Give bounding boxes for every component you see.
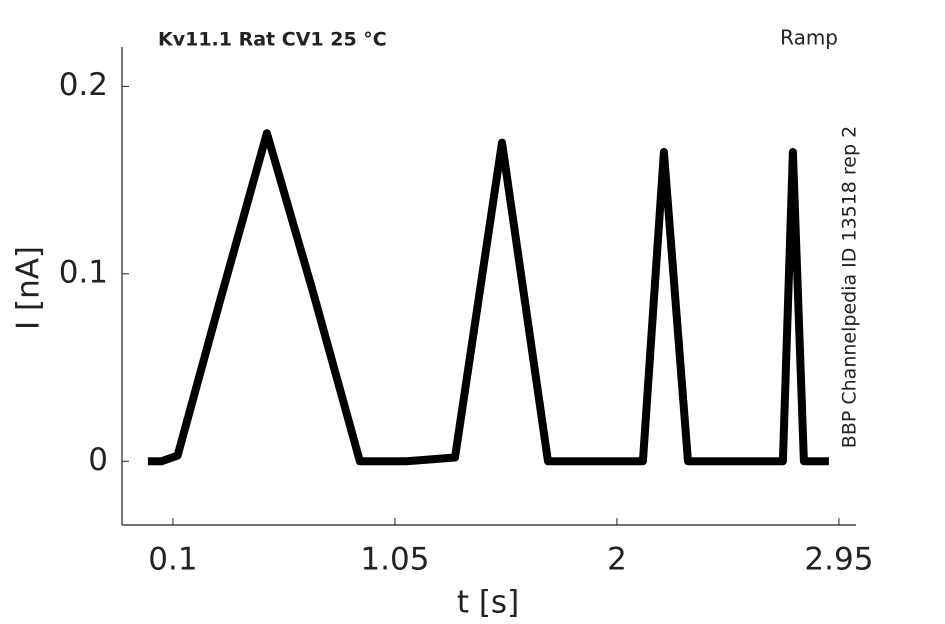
chart-title: Kv11.1 Rat CV1 25 °C — [158, 29, 387, 51]
x-tick-label: 0.1 — [148, 542, 197, 578]
x-axis-label: t [s] — [457, 585, 519, 621]
annotation: BBP Channelpedia ID 13518 rep 2 — [839, 126, 861, 448]
x-tick-label: 2.95 — [804, 542, 873, 578]
trace — [147, 129, 829, 466]
x-tick-label: 2 — [607, 542, 627, 578]
y-tick-label: 0 — [88, 442, 108, 478]
x-tick-label: 1.05 — [360, 542, 429, 578]
y-tick-label: 0.2 — [59, 67, 108, 103]
y-tick-label: 0.1 — [59, 254, 108, 290]
chart-subtitle: Ramp — [780, 26, 838, 50]
y-axis-label: I [nA] — [11, 246, 47, 330]
